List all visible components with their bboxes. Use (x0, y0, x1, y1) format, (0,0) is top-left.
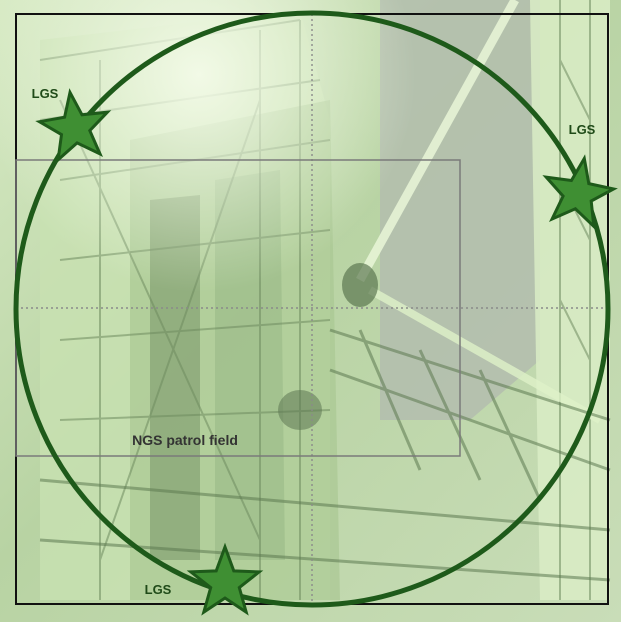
lgs-label-right: LGS (569, 122, 596, 137)
lgs-label-top-left: LGS (32, 86, 59, 101)
lgs-star-icon (186, 542, 264, 616)
lgs-star-icon (35, 88, 112, 164)
lgs-star-icon (542, 154, 618, 231)
lgs-label-bottom: LGS (145, 582, 172, 597)
lgs-asterism-circle (13, 10, 611, 608)
ngs-patrol-field-label: NGS patrol field (132, 432, 238, 448)
